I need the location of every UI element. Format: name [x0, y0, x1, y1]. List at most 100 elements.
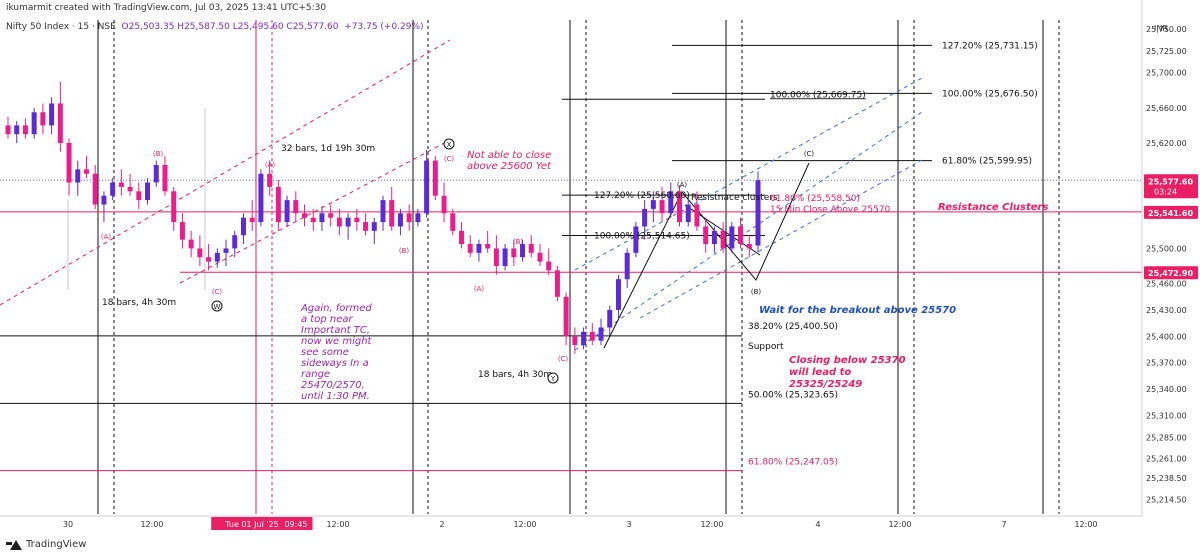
- candle: [493, 235, 499, 275]
- candle: [232, 230, 238, 258]
- wave-circle-label: W: [214, 303, 221, 311]
- candle-body: [197, 248, 203, 258]
- candle: [31, 107, 37, 139]
- candle: [720, 222, 726, 253]
- candle-body: [83, 169, 89, 174]
- candle-body: [136, 191, 142, 201]
- time-badge: [279, 517, 313, 530]
- candle-body: [258, 173, 264, 223]
- candle: [153, 160, 159, 187]
- candle-body: [537, 252, 543, 262]
- candle-body: [328, 213, 334, 218]
- fib-label: 127.20% (25,560.60): [594, 191, 690, 201]
- x-tick-label: 30: [63, 520, 73, 529]
- x-tick-label: 7: [1001, 520, 1006, 529]
- candle: [389, 186, 395, 231]
- candle: [197, 235, 203, 266]
- candle: [258, 169, 264, 227]
- candle-body: [650, 200, 656, 209]
- candle: [738, 217, 744, 249]
- candle-body: [171, 191, 177, 223]
- candle-body: [424, 160, 430, 214]
- y-tick-label: 25,700.00: [1146, 69, 1187, 78]
- x-tick-label: 3: [626, 520, 631, 529]
- candle: [92, 164, 98, 209]
- candle-body: [397, 213, 403, 227]
- candle: [249, 200, 255, 231]
- candle: [345, 213, 351, 240]
- candle-body: [354, 217, 360, 223]
- note-wait: Wait for the breakout above 25570: [759, 305, 956, 316]
- candle: [363, 213, 369, 236]
- symbol-label[interactable]: Nifty 50 Index · 15 · NSE: [6, 22, 116, 32]
- candle: [546, 248, 552, 275]
- candle-body: [380, 200, 386, 223]
- candle-body: [5, 125, 11, 135]
- candle: [336, 208, 342, 236]
- candle: [502, 244, 508, 271]
- note-purple: see some: [301, 347, 349, 358]
- candle: [677, 185, 683, 227]
- footer: TradingView: [6, 539, 86, 550]
- price-badge: [1144, 266, 1198, 280]
- candle-body: [49, 103, 55, 126]
- candle: [57, 81, 63, 152]
- candle-body: [415, 213, 421, 223]
- candle-body: [581, 331, 587, 346]
- candle-body: [432, 160, 438, 196]
- wave-annotation: (B): [751, 288, 762, 296]
- candle-body: [223, 248, 229, 253]
- y-tick-label: 25,261.00: [1146, 454, 1187, 463]
- channel-line: [0, 39, 451, 306]
- candle-body: [101, 195, 107, 205]
- wave-annotation: (C): [804, 150, 815, 158]
- candle: [659, 186, 665, 223]
- candle-body: [214, 252, 220, 262]
- candle-body: [511, 248, 517, 258]
- fib-label: 61.80% (25,247.05): [748, 458, 838, 468]
- wave-annotation: (C): [558, 355, 569, 363]
- y-tick-label: 25,725.00: [1146, 47, 1187, 56]
- candle: [432, 156, 438, 201]
- tradingview-logo-icon: [6, 539, 22, 550]
- ohlc-values: O25,503.35 H25,587.50 L25,495.60 C25,577…: [121, 22, 339, 32]
- x-tick-label: 12:00: [326, 520, 349, 529]
- candle: [458, 222, 464, 249]
- candle-body: [66, 143, 72, 183]
- x-tick-label: 4: [815, 520, 820, 529]
- candle-body: [267, 173, 273, 187]
- candle-body: [57, 103, 63, 143]
- note-purple: a top near: [301, 314, 353, 325]
- candle-body: [563, 296, 569, 337]
- channel-line: [574, 111, 923, 351]
- candle: [703, 217, 709, 253]
- candle: [49, 97, 55, 135]
- candle: [240, 213, 246, 245]
- candle-body: [729, 226, 735, 249]
- candle: [589, 323, 595, 346]
- wave-annotation: (C): [444, 155, 455, 163]
- candle-body: [703, 226, 709, 245]
- wave-annotation: (A): [101, 233, 112, 241]
- candle: [607, 305, 613, 337]
- candle: [746, 235, 752, 258]
- note-purple: sideways In a: [301, 358, 369, 369]
- candle: [101, 191, 107, 223]
- note-purple: 25470/2570,: [301, 380, 365, 391]
- price-badge-label: 25,472.90: [1148, 269, 1193, 278]
- candle-body: [738, 226, 744, 245]
- symbol-legend: Nifty 50 Index · 15 · NSE O25,503.35 H25…: [6, 22, 424, 32]
- y-tick-label: 25,430.00: [1146, 306, 1187, 315]
- candle: [511, 239, 517, 266]
- x-tick-label: 12:00: [513, 520, 536, 529]
- candle-body: [293, 200, 299, 214]
- candle: [319, 206, 325, 231]
- note-closing: 25325/25249: [789, 379, 862, 390]
- price-badge-time: 03:24: [1154, 187, 1177, 196]
- candle: [179, 213, 185, 249]
- candle: [284, 195, 290, 227]
- y-tick-label: 25,660.00: [1146, 104, 1187, 113]
- top-bar: ikumarmit created with TradingView.com, …: [0, 0, 1200, 14]
- candle: [328, 204, 334, 227]
